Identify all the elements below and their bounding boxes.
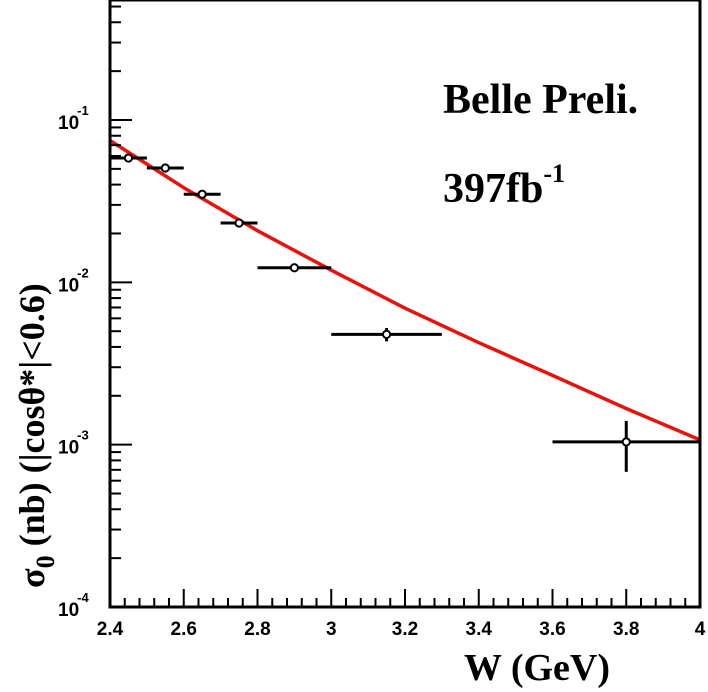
data-point: [183, 189, 221, 199]
y-axis-label: σ0 (nb) (|cosθ*|<0.6): [12, 283, 60, 588]
x-tick-label: 3.8: [613, 619, 639, 640]
x-tick-label: 3.6: [539, 619, 565, 640]
data-point: [110, 153, 147, 163]
y-tick-base: 10: [58, 600, 79, 621]
data-marker: [621, 437, 631, 447]
fit-curve: [109, 139, 701, 442]
x-tick-label: 3.4: [466, 619, 493, 640]
data-marker: [123, 153, 134, 163]
annotation-line2: 397fb-1: [443, 159, 565, 212]
x-tick-label: 3: [326, 619, 337, 640]
x-axis-label: W (GeV): [464, 647, 610, 689]
annotation-line1: Belle Preli.: [443, 77, 638, 123]
y-axis-label-rest: (nb) (|cosθ*|<0.6): [12, 283, 52, 555]
y-tick-base: 10: [58, 113, 79, 134]
y-axis-label-subscript: 0: [31, 555, 60, 568]
y-tick-label: 10-3: [58, 428, 89, 459]
data-points: [110, 153, 700, 472]
data-marker: [197, 189, 207, 199]
data-point: [552, 420, 700, 472]
y-tick-exponent: -1: [77, 103, 89, 118]
y-tick-label: 10-1: [58, 103, 89, 134]
data-marker: [234, 218, 244, 228]
data-point: [220, 218, 258, 228]
y-tick-base: 10: [58, 438, 79, 459]
x-tick-label: 2.4: [97, 619, 124, 640]
annotation-line2-base: 397fb: [443, 166, 543, 212]
y-tick-label: 10-2: [58, 265, 89, 296]
annotation-line2-sup: -1: [543, 159, 565, 188]
data-marker: [289, 263, 299, 273]
y-tick-exponent: -4: [77, 590, 89, 605]
x-tick-label: 4: [695, 619, 706, 640]
data-point: [257, 263, 332, 273]
data-point: [146, 163, 184, 173]
x-tick-label: 2.6: [171, 619, 197, 640]
x-tick-label: 2.8: [244, 619, 270, 640]
y-tick-label: 10-4: [58, 590, 89, 621]
y-axis-label-symbol: σ: [12, 568, 52, 588]
y-tick-exponent: -2: [77, 265, 89, 280]
data-marker: [381, 329, 392, 339]
y-tick-exponent: -3: [77, 428, 89, 443]
y-tick-base: 10: [58, 275, 79, 296]
x-tick-label: 3.2: [392, 619, 418, 640]
data-marker: [160, 163, 170, 173]
data-point: [331, 328, 442, 342]
axes: 2.4 2.6 2.8 3 3.2 3.4 3.6 3.8 410-110-210-310-4: [58, 5, 706, 640]
fit-layer: [109, 139, 701, 442]
